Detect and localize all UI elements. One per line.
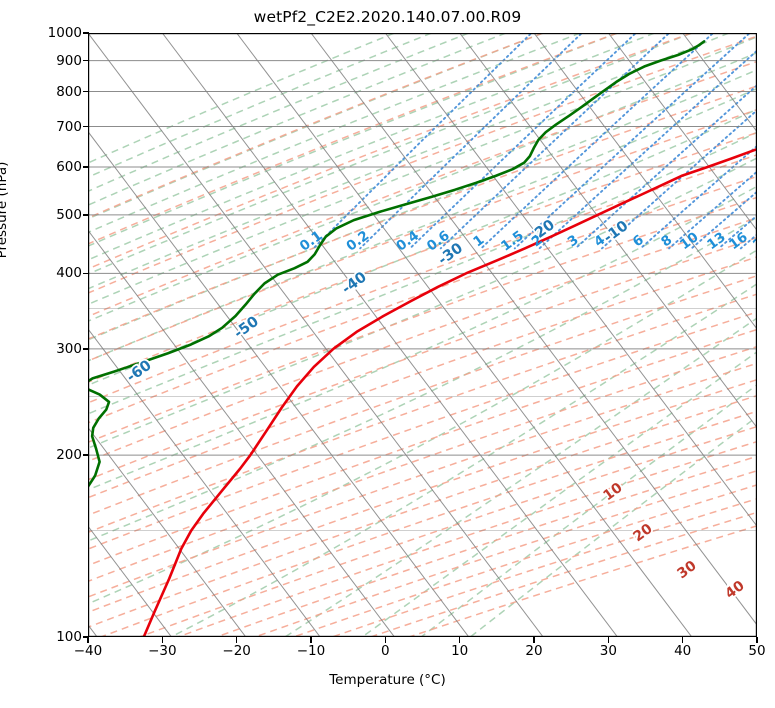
x-tick-mark (310, 637, 312, 643)
x-tick-mark (87, 637, 89, 643)
y-tick-mark (83, 90, 89, 93)
plot-area: 0 -60-60-50-50-40-40-30-30-20-20-10-10 0… (88, 33, 757, 637)
x-tick-label: 20 (525, 643, 543, 659)
plot-background (88, 33, 757, 637)
y-tick-mark (83, 636, 89, 638)
y-tick-label: 300 (56, 340, 82, 357)
y-tick-mark (83, 59, 89, 62)
x-tick-mark (756, 637, 758, 643)
y-tick-label: 900 (56, 52, 82, 69)
dewpoint-line (88, 40, 706, 489)
x-tick-mark (235, 637, 238, 643)
x-tick-mark (161, 637, 164, 643)
x-tick-mark (384, 637, 387, 643)
x-tick-mark (533, 637, 535, 643)
y-axis-ticks: 100 200 300 400 500 600 700 800 900 1000 (0, 0, 82, 708)
y-tick-mark (83, 32, 89, 34)
x-tick-label: −40 (73, 643, 103, 659)
x-tick-label: −20 (222, 643, 251, 659)
y-tick-label: 200 (56, 447, 82, 464)
figure-title: wetPf2_C2E2.2020.140.07.00.R09 (253, 8, 522, 26)
y-tick-mark (83, 166, 89, 168)
y-tick-label: 1000 (47, 25, 82, 41)
temperature-line (142, 147, 757, 637)
x-tick-label: 0 (381, 643, 390, 659)
x-tick-label: 30 (599, 643, 617, 659)
x-tick-mark (681, 637, 684, 643)
y-tick-mark (83, 454, 89, 456)
plot-border (88, 33, 757, 637)
y-tick-mark (83, 125, 89, 128)
skewt-canvas: 0 -60-60-50-50-40-40-30-30-20-20-10-10 0… (88, 33, 757, 637)
x-tick-label: −10 (296, 643, 326, 659)
x-tick-mark (607, 637, 610, 643)
y-tick-label: 600 (56, 158, 82, 175)
x-tick-label: −30 (148, 643, 177, 659)
x-tick-label: 40 (674, 643, 692, 659)
y-tick-mark (83, 348, 89, 350)
x-tick-label: 50 (748, 643, 766, 659)
y-tick-label: 100 (56, 629, 82, 645)
x-tick-label: 10 (451, 643, 469, 659)
mixing-ratio-label: 20 (750, 229, 757, 253)
y-tick-label: 500 (56, 206, 82, 223)
svg-text:20: 20 (750, 229, 757, 253)
mixing-ratio-lines (312, 33, 757, 250)
isotherm-lines (88, 33, 757, 637)
isobar-lines (88, 33, 757, 637)
temperature-profile (142, 147, 757, 637)
x-axis-label: Temperature (°C) (329, 672, 446, 688)
dewpoint-profile (88, 40, 706, 489)
y-tick-label: 700 (56, 118, 82, 135)
y-tick-label: 800 (56, 83, 82, 100)
y-tick-label: 400 (56, 265, 82, 282)
y-tick-mark (83, 272, 89, 275)
x-tick-mark (458, 637, 461, 643)
y-tick-mark (83, 214, 89, 216)
